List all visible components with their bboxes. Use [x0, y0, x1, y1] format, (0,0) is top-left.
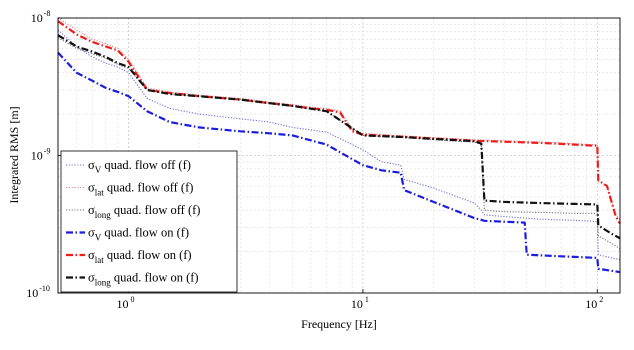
x-tick-label-exponent: 0 — [131, 295, 135, 304]
x-tick-label-base: 10 — [585, 297, 597, 311]
y-tick-label: 10 -9 — [31, 147, 51, 163]
series-line-4 — [57, 51, 621, 274]
y-tick-label-base: 10 — [31, 11, 43, 25]
x-tick-label-exponent: 2 — [599, 295, 603, 304]
y-tick-label-exponent: -9 — [44, 147, 51, 156]
x-tick-label: 10 0 — [117, 295, 135, 311]
legend: σV quad. flow off (f) σlat quad. flow off… — [60, 150, 238, 293]
legend-label: σV quad. flow on (f) — [88, 226, 189, 243]
y-tick-label: 10 -10 — [26, 284, 50, 300]
series-line-1 — [57, 29, 621, 261]
y-tick-label-exponent: -10 — [39, 284, 50, 293]
series-line-6 — [57, 34, 621, 240]
x-tick-label-base: 10 — [351, 297, 363, 311]
legend-entry-4: σV quad. flow on (f) — [66, 226, 189, 243]
legend-entry-6: σlong quad. flow on (f) — [66, 271, 199, 288]
y-tick-label-base: 10 — [31, 149, 43, 163]
legend-label: σV quad. flow off (f) — [88, 158, 191, 175]
legend-entry-5: σlat quad. flow on (f) — [66, 248, 192, 265]
legend-label: σlong quad. flow off (f) — [88, 203, 200, 220]
x-tick-label-base: 10 — [117, 297, 129, 311]
legend-box — [60, 150, 238, 293]
legend-label: σlat quad. flow on (f) — [88, 248, 192, 265]
legend-label: σlat quad. flow off (f) — [88, 181, 193, 198]
legend-entry-2: σlat quad. flow off (f) — [66, 181, 193, 198]
x-tick-label: 10 1 — [351, 295, 369, 311]
x-tick-label-exponent: 1 — [365, 295, 369, 304]
y-tick-label-base: 10 — [26, 286, 38, 300]
legend-label: σlong quad. flow on (f) — [88, 271, 199, 288]
series-line-3 — [57, 37, 621, 250]
legend-entry-1: σV quad. flow off (f) — [66, 158, 191, 175]
y-axis-label: Integrated RMS [m] — [7, 106, 21, 203]
series-lines — [57, 17, 621, 274]
legend-entry-3: σlong quad. flow off (f) — [66, 203, 200, 220]
y-tick-label-exponent: -8 — [44, 9, 51, 18]
y-tick-label: 10 -8 — [31, 9, 51, 25]
x-axis-label: Frequency [Hz] — [301, 317, 377, 331]
x-tick-label: 10 2 — [585, 295, 603, 311]
